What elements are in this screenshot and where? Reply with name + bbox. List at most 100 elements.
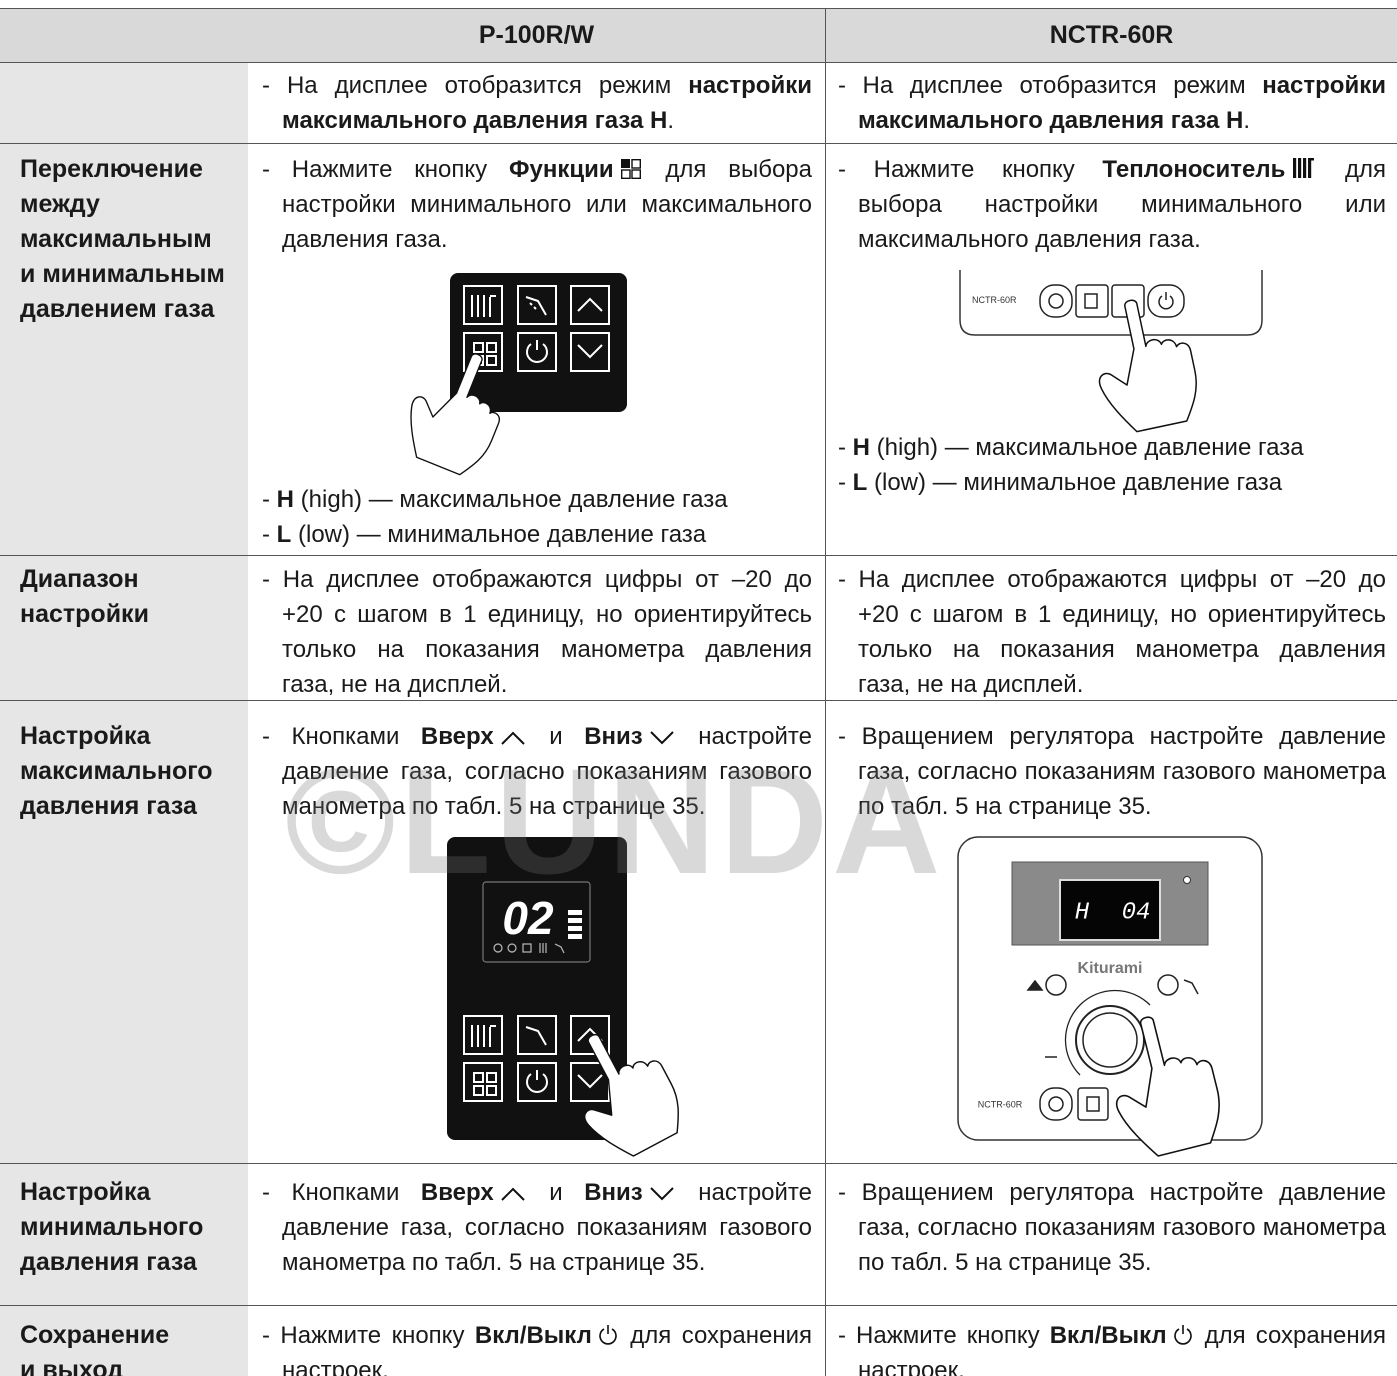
- shape: [1183, 979, 1199, 995]
- text: давлением газа: [20, 295, 215, 323]
- rule: [0, 62, 1397, 63]
- shape: [526, 340, 548, 363]
- shape: [1064, 989, 1151, 1076]
- panel-outline: [959, 270, 1263, 336]
- text: - Нажмите кнопку: [838, 156, 1103, 183]
- bold-text: Вкл/Выкл: [1049, 1322, 1167, 1349]
- text-item: - H (high) — максимальное давление газа: [262, 482, 812, 517]
- shape: [620, 159, 630, 168]
- shape: [463, 285, 503, 325]
- text: Переключение: [20, 155, 203, 183]
- text-item: - На дисплее отобразится режим настройки…: [262, 68, 812, 138]
- text: -: [262, 486, 277, 513]
- text-item: - На дисплее отобразится режим настройки…: [838, 68, 1386, 138]
- text: - Кнопками: [262, 1179, 421, 1206]
- bold-text: Вниз: [584, 723, 643, 750]
- row-label: Настройка минимального давления газа: [20, 1175, 203, 1280]
- text: настройте давление газа, согласно показа…: [282, 723, 812, 820]
- down-icon: [649, 731, 674, 745]
- row-label: Настройка максимального давления газа: [20, 719, 213, 824]
- shape: [507, 943, 517, 953]
- shape: [1158, 292, 1174, 310]
- shape: [1084, 293, 1098, 309]
- shape: [568, 926, 582, 931]
- display: [482, 881, 591, 963]
- shape: [577, 297, 603, 312]
- bold-text: L: [276, 521, 292, 548]
- shape: [1298, 158, 1302, 178]
- panel-buttons: [1039, 284, 1185, 318]
- shape: [463, 332, 503, 372]
- keypad-buttons: [463, 285, 610, 372]
- text: - На дисплее отображаются цифры от –20 д…: [262, 566, 812, 698]
- shape: [471, 1025, 496, 1047]
- rule: [0, 700, 1397, 701]
- shape: [517, 1062, 557, 1102]
- display-mode: H: [1075, 899, 1090, 926]
- text: (low) — минимальное давление газа: [867, 469, 1283, 496]
- shape: [473, 342, 497, 366]
- power-icon: [1173, 1325, 1192, 1345]
- header-band: [0, 8, 1397, 62]
- shape: [568, 934, 582, 939]
- bold-text: H: [276, 486, 295, 513]
- text: между: [20, 190, 100, 218]
- shape: [1082, 1012, 1138, 1068]
- brand: Kiturami: [1078, 960, 1143, 977]
- bold-text: настройки максимального давления газа Н: [858, 72, 1386, 134]
- text: для сохранения настроек.: [282, 1322, 813, 1376]
- panel-figure: NCTR-60R: [959, 270, 1263, 438]
- shape: [577, 1074, 603, 1089]
- rule: [0, 1163, 1397, 1164]
- shape: [1086, 1096, 1100, 1112]
- text: -: [838, 434, 853, 461]
- text: (low) — минимальное давление газа: [291, 521, 707, 548]
- text: и: [527, 723, 585, 750]
- text-item: - Кнопками Вверх и Вниз настройте давлен…: [262, 1175, 812, 1280]
- shape: [1147, 284, 1185, 318]
- shape: [517, 1015, 557, 1055]
- text-item: - Нажмите кнопку Вкл/Выкл для сохранения…: [838, 1318, 1386, 1376]
- bold-text: Вверх: [420, 1179, 494, 1206]
- text: -: [262, 521, 277, 548]
- shape: [1039, 1087, 1073, 1121]
- text: Настройка: [20, 722, 151, 750]
- shape: [463, 1015, 503, 1055]
- bold-text: настройки максимального давления газа Н: [282, 72, 812, 134]
- text: (high) — максимальное давление газа: [294, 486, 728, 513]
- text: Диапазон: [20, 565, 139, 593]
- row-label: Переключение между максимальным и минимальн…: [20, 152, 225, 327]
- text: - На дисплее отображаются цифры от –20 д…: [838, 566, 1386, 698]
- shape: [473, 1072, 497, 1096]
- text-item: - На дисплее отображаются цифры от –20 д…: [262, 562, 812, 702]
- text-item: - Нажмите кнопку Вкл/Выкл для сохранения…: [262, 1318, 812, 1376]
- shape: [539, 943, 565, 954]
- display-value: 04: [1122, 899, 1151, 926]
- shape: [1303, 158, 1307, 178]
- shape: [463, 1062, 503, 1102]
- shape: [630, 159, 641, 169]
- bold-text: Вниз: [584, 1179, 643, 1206]
- text: давления газа: [20, 1248, 197, 1276]
- display: [1059, 879, 1161, 941]
- shape: [1075, 284, 1109, 318]
- text-item: - Вращением регулятора настройте давлени…: [838, 719, 1386, 824]
- text-item: - H (high) — максимальное давление газа: [838, 430, 1386, 465]
- shape: [620, 169, 631, 180]
- functions-icon: [620, 159, 641, 180]
- controller-figure: H 04 Kiturami NCTR-60R: [957, 836, 1263, 1164]
- column-header: NCTR-60R: [1049, 21, 1174, 49]
- row-label: Диапазон настройки: [20, 562, 149, 632]
- display-value: 02: [502, 892, 554, 944]
- shape: [577, 344, 603, 359]
- text-item: - Нажмите кнопку Теплоноситель для выбор…: [838, 152, 1386, 257]
- shape: [570, 1015, 610, 1055]
- shape: [568, 910, 582, 915]
- text: Сохранение: [20, 1321, 170, 1349]
- up-icon: [501, 731, 525, 745]
- shape: [517, 285, 557, 325]
- heating-icon: [1293, 158, 1315, 178]
- shape: [1026, 979, 1044, 991]
- text: и минимальным: [20, 260, 225, 288]
- shape: [1173, 1325, 1192, 1345]
